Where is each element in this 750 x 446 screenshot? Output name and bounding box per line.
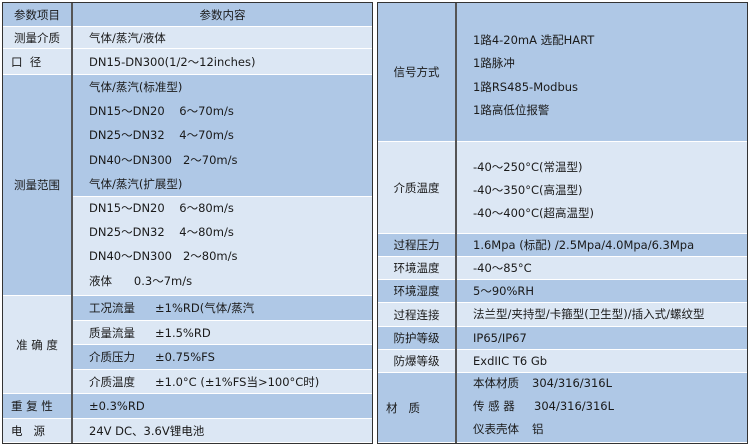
accuracy-row: 介质压力 ±0.75%FS bbox=[73, 345, 372, 370]
row-label-diameter: 口 径 bbox=[3, 49, 71, 75]
range-block-extended: DN15～DN20 6～80m/s DN25～DN32 4～80m/s DN40～D… bbox=[73, 197, 372, 296]
medium-temp-line: -40～400°C(超高温型) bbox=[473, 206, 594, 220]
range-line: 气体/蒸汽(标准型) bbox=[89, 80, 183, 94]
row-label-explosion: 防爆等级 bbox=[378, 350, 455, 373]
accuracy-name: 介质压力 bbox=[89, 350, 135, 364]
row-label-ambient-temp: 环境温度 bbox=[378, 257, 455, 280]
row-label-material: 材 质 bbox=[378, 373, 455, 443]
column-divider bbox=[455, 3, 457, 443]
material-value: 304/316/316L bbox=[534, 399, 615, 413]
row-value-material: 本体材质 304/316/316L 传 感 器 304/316/316L 仪表壳体铝 bbox=[457, 373, 747, 443]
accuracy-row: 工况流量 ±1%RD(气体/蒸汽 bbox=[73, 296, 372, 321]
accuracy-name: 工况流量 bbox=[89, 301, 135, 315]
material-name: 本体材质 bbox=[473, 376, 519, 390]
range-line: DN25～DN32 4～80m/s bbox=[89, 225, 234, 240]
header-param-content: 参数内容 bbox=[73, 3, 372, 27]
row-value-medium-temp: -40～250°C(常温型) -40～350°C(高温型) -40～400°C(超高… bbox=[457, 142, 747, 234]
ambient-temp-value: -40～85°C bbox=[473, 261, 532, 275]
accuracy-row: 质量流量 ±1.5%RD bbox=[73, 320, 372, 345]
signal-line: 1路高低位报警 bbox=[473, 102, 550, 117]
row-value-process-connection: 法兰型/夹持型/卡箍型(卫生型)/插入式/螺纹型 bbox=[457, 303, 747, 327]
row-label-power: 电 源 bbox=[3, 419, 71, 443]
row-value-explosion: ExdIIC T6 Gb bbox=[457, 350, 747, 373]
row-label-protection: 防护等级 bbox=[378, 327, 455, 350]
row-value-repeatability: ±0.3%RD bbox=[73, 394, 372, 419]
left-spec-table: 参数项目 参数内容 测量介质 气体/蒸汽/液体口 径 DN15-DN300(1/2～12… bbox=[2, 2, 373, 444]
ambient-humidity-value: 5～90%RH bbox=[473, 284, 535, 298]
row-value-ambient-humidity: 5～90%RH bbox=[457, 280, 747, 303]
process-connection-value: 法兰型/夹持型/卡箍型(卫生型)/插入式/螺纹型 bbox=[473, 307, 705, 321]
range-line: DN40～DN300 2～80m/s bbox=[89, 249, 238, 264]
row-label-range: 测量范围 bbox=[3, 75, 71, 296]
row-label-process-pressure: 过程压力 bbox=[378, 234, 455, 257]
power-value: 24V DC、3.6V锂电池 bbox=[89, 424, 205, 438]
row-value-medium: 气体/蒸汽/液体 bbox=[73, 27, 372, 49]
range-line: 气体/蒸汽(扩展型) bbox=[89, 176, 183, 191]
row-label-medium: 测量介质 bbox=[3, 27, 71, 49]
accuracy-value: ±0.75%FS bbox=[155, 350, 215, 364]
row-value-ambient-temp: -40～85°C bbox=[457, 257, 747, 280]
range-line: DN15～DN20 6～70m/s bbox=[89, 104, 234, 119]
accuracy-name: 介质温度 bbox=[89, 374, 135, 389]
row-value-diameter: DN15-DN300(1/2～12inches) bbox=[73, 49, 372, 75]
protection-value: IP65/IP67 bbox=[473, 331, 527, 345]
material-value: 304/316/316L bbox=[532, 376, 613, 390]
medium-temp-line: -40～250°C(常温型) bbox=[473, 160, 583, 174]
row-value-signal: 1路4-20mA 选配HART 1路脉冲 1路RS485-Modbus 1路高低位报警 bbox=[457, 3, 747, 142]
repeatability-value: ±0.3%RD bbox=[89, 399, 145, 413]
row-label-accuracy: 准 确 度 bbox=[3, 296, 71, 394]
accuracy-value: ±1.0°C (±1%FS当>100°C时) bbox=[155, 374, 320, 389]
range-line: DN15～DN20 6～80m/s bbox=[89, 201, 234, 215]
medium-temp-line: -40～350°C(高温型) bbox=[473, 183, 583, 197]
row-label-medium-temp: 介质温度 bbox=[378, 142, 455, 234]
range-line: DN40～DN300 2～70m/s bbox=[89, 152, 238, 167]
diameter-value: DN15-DN300(1/2～12inches) bbox=[89, 55, 256, 69]
row-value-power: 24V DC、3.6V锂电池 bbox=[73, 419, 372, 443]
right-spec-table: 信号方式 1路4-20mA 选配HART 1路脉冲 1路RS485-Modbus 1路高… bbox=[377, 2, 748, 444]
material-name: 传 感 器 bbox=[473, 399, 515, 413]
signal-line: 1路4-20mA 选配HART bbox=[473, 33, 595, 47]
range-block-gas: 气体/蒸汽(标准型) DN15～DN20 6～70m/s DN25～DN32 4～7… bbox=[73, 75, 372, 197]
explosion-value: ExdIIC T6 Gb bbox=[473, 354, 548, 368]
accuracy-value: ±1%RD(气体/蒸汽 bbox=[155, 301, 255, 315]
row-label-ambient-humidity: 环境湿度 bbox=[378, 280, 455, 303]
row-label-repeatability: 重 复 性 bbox=[3, 394, 71, 419]
accuracy-name: 质量流量 bbox=[89, 325, 135, 340]
row-label-signal: 信号方式 bbox=[378, 3, 455, 142]
material-value: 铝 bbox=[532, 422, 544, 436]
process-pressure-value: 1.6Mpa (标配) /2.5Mpa/4.0Mpa/6.3Mpa bbox=[473, 238, 695, 252]
range-line: 液体 0.3～7m/s bbox=[89, 273, 193, 288]
accuracy-row: 介质温度 ±1.0°C (±1%FS当>100°C时) bbox=[73, 369, 372, 394]
row-value-protection: IP65/IP67 bbox=[457, 327, 747, 350]
signal-line: 1路RS485-Modbus bbox=[473, 79, 579, 94]
header-param-item: 参数项目 bbox=[3, 3, 71, 27]
row-label-process-connection: 过程连接 bbox=[378, 303, 455, 327]
row-value-process-pressure: 1.6Mpa (标配) /2.5Mpa/4.0Mpa/6.3Mpa bbox=[457, 234, 747, 257]
medium-value: 气体/蒸汽/液体 bbox=[89, 31, 166, 45]
range-line: DN25～DN32 4～70m/s bbox=[89, 128, 234, 143]
column-divider bbox=[71, 3, 73, 443]
signal-line: 1路脉冲 bbox=[473, 56, 515, 71]
material-name: 仪表壳体 bbox=[473, 422, 519, 436]
accuracy-value: ±1.5%RD bbox=[155, 325, 211, 340]
